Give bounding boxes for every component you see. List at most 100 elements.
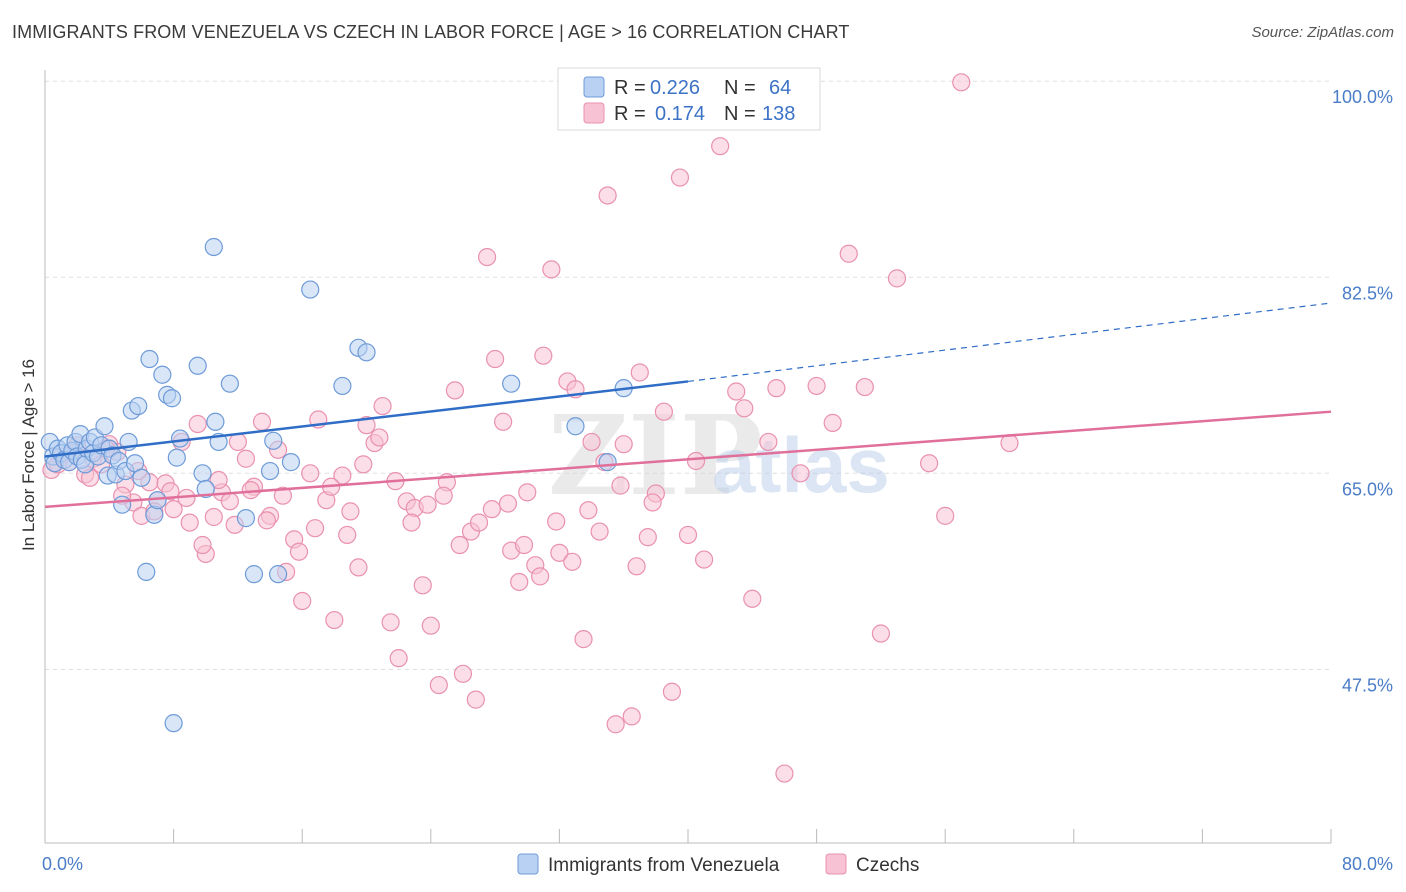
venezuela-point-55 — [281, 453, 301, 472]
venezuela-point-39 — [162, 389, 182, 408]
correlation-legend: R = 0.226 N = 64 R = 0.174 N = 138 — [557, 67, 821, 131]
czechs-point-68 — [590, 522, 609, 541]
czechs-point-42 — [381, 613, 400, 632]
czechs-point-107 — [161, 482, 180, 501]
czechs-point-62 — [542, 260, 561, 279]
czechs-point-116 — [305, 519, 325, 538]
czechs-point-66 — [574, 630, 593, 649]
czechs-point-135 — [611, 476, 630, 495]
czechs-point-119 — [354, 455, 373, 474]
czechs-point-114 — [273, 486, 293, 505]
legend-swatch-pink — [583, 102, 605, 124]
czechs-point-37 — [341, 502, 360, 521]
czechs-point-51 — [453, 664, 473, 683]
czechs-point-43 — [389, 649, 408, 668]
czechs-point-136 — [627, 557, 646, 576]
czechs-point-53 — [469, 513, 489, 532]
x-tick-label-0: 0.0% — [42, 854, 83, 874]
czechs-point-15 — [164, 500, 183, 519]
venezuela-point-57 — [333, 376, 352, 396]
x-tick-labels: 0.0% 80.0% — [42, 854, 1393, 874]
venezuela-trend-extension — [687, 302, 1332, 383]
y-tick-label-2: 82.5% — [1342, 283, 1393, 303]
venezuela-point-61 — [566, 417, 585, 436]
czechs-point-110 — [209, 470, 228, 490]
czechs-point-113 — [257, 511, 276, 530]
venezuela-point-62 — [598, 453, 617, 472]
czechs-point-32 — [301, 464, 320, 483]
venezuela-point-31 — [129, 396, 148, 416]
czechs-point-31 — [293, 591, 312, 611]
venezuela-point-26 — [113, 495, 132, 514]
venezuela-trend-line — [44, 380, 689, 458]
czechs-point-70 — [606, 715, 625, 734]
czechs-point-67 — [582, 432, 601, 452]
czechs-point-93 — [855, 377, 874, 397]
czechs-point-133 — [579, 501, 598, 520]
venezuela-point-54 — [268, 565, 288, 584]
czechs-point-80 — [686, 451, 706, 471]
czechs-point-56 — [494, 412, 513, 431]
czechs-point-18 — [188, 414, 207, 434]
czechs-point-87 — [767, 379, 786, 398]
czechs-point-125 — [450, 535, 469, 555]
venezuela-point-49 — [220, 374, 239, 393]
venezuela-point-45 — [196, 479, 215, 499]
czechs-point-83 — [727, 382, 746, 401]
venezuela-point-50 — [236, 509, 256, 528]
czechs-point-17 — [180, 513, 199, 532]
venezuela-point-52 — [260, 461, 280, 481]
czechs-point-132 — [563, 552, 582, 571]
czechs-point-126 — [466, 690, 485, 709]
czechs-point-81 — [694, 550, 714, 569]
czechs-point-59 — [518, 483, 537, 502]
czechs-point-82 — [711, 137, 730, 156]
czechs-point-124 — [434, 486, 453, 505]
czechs-point-131 — [547, 512, 566, 531]
legend-r-label-blue: R = — [614, 77, 646, 99]
series-label-venezuela: Immigrants from Venezuela — [548, 855, 780, 876]
czechs-point-50 — [445, 381, 465, 400]
czechs-point-137 — [643, 493, 662, 512]
czechs-point-96 — [920, 454, 939, 473]
czechs-point-91 — [823, 413, 842, 432]
source-credit: Source: ZipAtlas.com — [1251, 24, 1394, 41]
venezuela-point-37 — [153, 365, 172, 384]
y-tick-label-0: 47.5% — [1342, 675, 1393, 695]
czechs-point-90 — [807, 376, 826, 396]
czechs-point-38 — [349, 558, 368, 577]
venezuela-point-59 — [357, 343, 376, 362]
czechs-point-47 — [421, 616, 440, 635]
legend-n-value-blue: 64 — [769, 77, 791, 99]
czechs-point-73 — [630, 363, 649, 382]
czechs-point-71 — [614, 435, 633, 454]
legend-n-label-pink: N = — [724, 103, 756, 125]
czechs-point-77 — [662, 682, 682, 701]
series-label-czechs: Czechs — [856, 855, 919, 876]
czechs-point-92 — [839, 244, 858, 263]
czechs-point-115 — [289, 542, 309, 561]
series-legend: Immigrants from Venezuela Czechs — [517, 853, 919, 876]
czechs-point-98 — [952, 73, 971, 92]
legend-n-value-pink: 138 — [762, 103, 795, 125]
venezuela-point-43 — [188, 356, 207, 375]
y-axis-title: In Labor Force | Age > 16 — [19, 359, 38, 551]
czechs-point-55 — [486, 349, 505, 369]
czechs-point-76 — [654, 402, 673, 421]
czechs-point-54 — [477, 247, 497, 267]
czechs-point-24 — [236, 449, 256, 468]
czechs-point-79 — [678, 525, 698, 545]
venezuela-point-33 — [137, 562, 156, 581]
czechs-point-97 — [936, 506, 955, 525]
czechs-point-61 — [534, 346, 553, 365]
trend-lines — [44, 302, 1332, 509]
y-tick-label-3: 100.0% — [1332, 87, 1393, 107]
legend-r-label-pink: R = — [614, 103, 646, 125]
venezuela-point-53 — [264, 431, 283, 450]
czechs-point-120 — [370, 428, 389, 447]
czechs-point-118 — [338, 525, 357, 545]
chart-title: IMMIGRANTS FROM VENEZUELA VS CZECH IN LA… — [12, 22, 850, 42]
czechs-point-23 — [228, 432, 247, 452]
legend-r-value-blue: 0.226 — [650, 77, 700, 99]
